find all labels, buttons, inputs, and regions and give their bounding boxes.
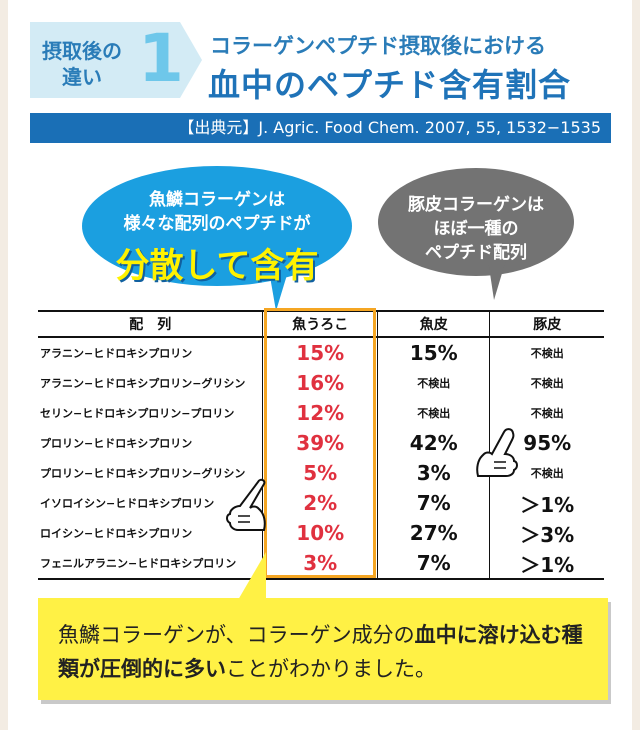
pig-bubble-tail	[488, 260, 506, 300]
badge-label: 摂取後の 違い	[38, 38, 126, 90]
cell-sequence: セリン−ヒドロキシプロリン−プロリン	[40, 407, 235, 420]
cell-fish-skin: 42%	[376, 428, 490, 458]
header-badge-arrow	[180, 22, 202, 98]
table-row: アラニン−ヒドロキシプロリン 15% 15% 不検出	[38, 337, 604, 368]
cell-fish-scale: 10%	[262, 518, 378, 548]
summary-bold: 血中に溶け込む種類が圧倒的に多い	[58, 623, 583, 681]
fish-bubble	[82, 166, 352, 286]
pig-bubble-line3: ペプチド配列	[425, 243, 527, 263]
cell-fish-scale: 16%	[262, 368, 378, 398]
cell-fish-scale: 15%	[262, 337, 378, 368]
cell-fish-skin: 7%	[376, 488, 490, 518]
summary-note	[38, 598, 608, 700]
cell-sequence: イソロイシン−ヒドロキシプロリン	[40, 497, 215, 510]
table-row: プロリン−ヒドロキシプロリン−グリシン 5% 3% 不検出	[38, 458, 604, 488]
header-pig-skin: 豚皮	[489, 310, 604, 338]
header-badge	[30, 22, 180, 98]
badge-number: 1	[138, 20, 184, 97]
summary-part2: ことがわかりました。	[226, 657, 436, 681]
cell-fish-scale: 39%	[262, 428, 378, 458]
table-row: イソロイシン−ヒドロキシプロリン 2% 7% ＞1%	[38, 488, 604, 518]
header-sequence: 配 列	[38, 310, 263, 338]
table-row: セリン−ヒドロキシプロリン−プロリン 12% 不検出 不検出	[38, 398, 604, 428]
header-fish-scale: 魚うろこ	[262, 310, 378, 338]
table-row: アラニン−ヒドロキシプロリン−グリシン 16% 不検出 不検出	[38, 368, 604, 398]
cell-fish-skin: 不検出	[376, 398, 490, 428]
pig-bubble-line2: ほぼ一種の	[433, 219, 519, 239]
table-row: フェニルアラニン−ヒドロキシプロリン 3% 7% ＞1%	[38, 548, 604, 580]
cell-fish-scale: 5%	[262, 458, 378, 488]
table-header-row: 配 列 魚うろこ 魚皮 豚皮	[38, 310, 604, 338]
badge-label-line2: 違い	[62, 65, 102, 89]
fish-bubble-tail	[268, 265, 290, 311]
cell-sequence: プロリン−ヒドロキシプロリン	[40, 437, 193, 450]
cell-pig-skin: 不検出	[489, 337, 604, 368]
fish-bubble-emphasis: 分散して含有	[115, 246, 319, 286]
badge-label-line1: 摂取後の	[42, 39, 122, 63]
cell-fish-scale: 12%	[262, 398, 378, 428]
page-subtitle: コラーゲンペプチド摂取後における	[210, 34, 546, 58]
note-tail	[238, 552, 266, 600]
cell-sequence: ロイシン−ヒドロキシプロリン	[40, 527, 193, 540]
source-citation: 【出典元】J. Agric. Food Chem. 2007, 55, 1532…	[30, 113, 611, 143]
cell-fish-scale: 3%	[262, 548, 378, 580]
pointing-hand-icon	[476, 428, 518, 477]
summary-part1: 魚鱗コラーゲンが、コラーゲン成分の	[58, 623, 415, 647]
cell-sequence: アラニン−ヒドロキシプロリン−グリシン	[40, 377, 246, 390]
pig-bubble-line1: 豚皮コラーゲンは	[408, 195, 544, 215]
cell-sequence: プロリン−ヒドロキシプロリン−グリシン	[40, 467, 246, 480]
cell-fish-skin: 不検出	[376, 368, 490, 398]
fish-bubble-line1: 魚鱗コラーゲンは	[149, 190, 285, 210]
cell-fish-skin: 7%	[376, 548, 490, 580]
header-fish-skin: 魚皮	[376, 310, 490, 338]
cell-pig-skin: 不検出	[489, 368, 604, 398]
cell-pig-skin: ＞1%	[489, 488, 604, 518]
cell-pig-skin: ＞1%	[489, 548, 604, 580]
page-title: 血中のペプチド含有割合	[208, 66, 572, 104]
cell-fish-skin: 3%	[376, 458, 490, 488]
pig-bubble	[378, 168, 574, 276]
pointing-hand-icon	[226, 478, 266, 531]
cell-sequence: アラニン−ヒドロキシプロリン	[40, 347, 193, 360]
fish-bubble-line2: 様々な配列のペプチドが	[123, 214, 311, 234]
summary-text: 魚鱗コラーゲンが、コラーゲン成分の血中に溶け込む種類が圧倒的に多いことがわかりま…	[58, 618, 588, 686]
cell-fish-skin: 15%	[376, 337, 490, 368]
cell-pig-skin: ＞3%	[489, 518, 604, 548]
cell-fish-skin: 27%	[376, 518, 490, 548]
cell-sequence: フェニルアラニン−ヒドロキシプロリン	[38, 548, 263, 580]
cell-pig-skin: 不検出	[489, 398, 604, 428]
cell-fish-scale: 2%	[262, 488, 378, 518]
peptide-table: 配 列 魚うろこ 魚皮 豚皮 アラニン−ヒドロキシプロリン 15% 15% 不検出 アラ…	[38, 310, 604, 580]
table-row: ロイシン−ヒドロキシプロリン 10% 27% ＞3%	[38, 518, 604, 548]
